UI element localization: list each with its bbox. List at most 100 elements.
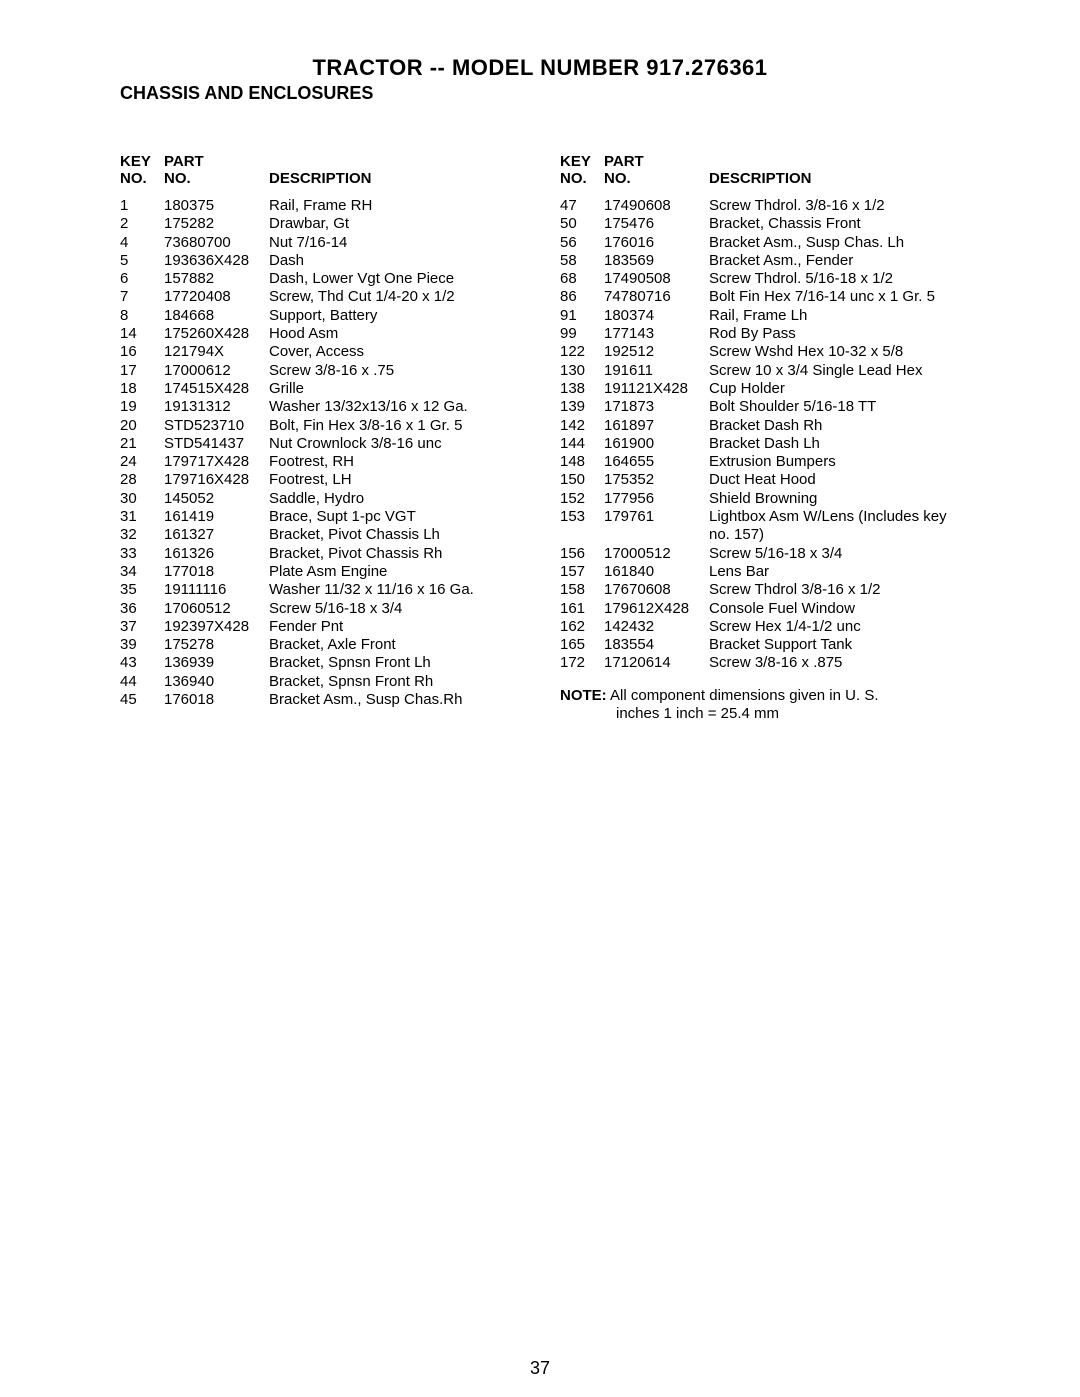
table-row: 148164655Extrusion Bumpers <box>560 453 960 471</box>
table-row: 4717490608Screw Thdrol. 3/8-16 x 1/2 <box>560 197 960 215</box>
cell-description: Lens Bar <box>709 563 960 581</box>
cell-part: 161900 <box>604 435 709 453</box>
table-row: 165183554Bracket Support Tank <box>560 636 960 654</box>
cell-description: Screw Thdrol. 3/8-16 x 1/2 <box>709 197 960 215</box>
cell-key: 158 <box>560 581 604 599</box>
header-desc-line2: DESCRIPTION <box>709 171 960 188</box>
cell-part: 171873 <box>604 398 709 416</box>
page-number: 37 <box>0 1358 1080 1379</box>
cell-key: 4 <box>120 234 164 252</box>
note-label: NOTE: <box>560 687 607 704</box>
cell-part: 179761 <box>604 508 709 545</box>
table-row: 16121794XCover, Access <box>120 343 520 361</box>
cell-part: 180374 <box>604 307 709 325</box>
page-subtitle: CHASSIS AND ENCLOSURES <box>120 83 960 104</box>
table-row: 33161326Bracket, Pivot Chassis Rh <box>120 545 520 563</box>
cell-key: 56 <box>560 234 604 252</box>
cell-description: Rod By Pass <box>709 325 960 343</box>
cell-description: Grille <box>269 380 520 398</box>
cell-key: 1 <box>120 197 164 215</box>
cell-description: Footrest, RH <box>269 453 520 471</box>
cell-description: Rail, Frame Lh <box>709 307 960 325</box>
table-row: 122192512Screw Wshd Hex 10-32 x 5/8 <box>560 343 960 361</box>
cell-description: Bracket Asm., Fender <box>709 252 960 270</box>
table-row: 34177018Plate Asm Engine <box>120 563 520 581</box>
header-blank <box>709 154 960 171</box>
cell-part: 17720408 <box>164 288 269 306</box>
cell-description: Bracket, Axle Front <box>269 636 520 654</box>
cell-part: 19111116 <box>164 581 269 599</box>
cell-part: 17490508 <box>604 270 709 288</box>
cell-part: 193636X428 <box>164 252 269 270</box>
cell-key: 24 <box>120 453 164 471</box>
cell-description: Console Fuel Window <box>709 600 960 618</box>
cell-part: 179717X428 <box>164 453 269 471</box>
cell-key: 31 <box>120 508 164 526</box>
table-row: 56176016Bracket Asm., Susp Chas. Lh <box>560 234 960 252</box>
table-row: 3617060512Screw 5/16-18 x 3/4 <box>120 600 520 618</box>
header-key-line2: NO. <box>120 171 164 188</box>
cell-part: 183569 <box>604 252 709 270</box>
cell-key: 5 <box>120 252 164 270</box>
cell-description: Cover, Access <box>269 343 520 361</box>
cell-part: 157882 <box>164 270 269 288</box>
cell-key: 19 <box>120 398 164 416</box>
cell-description: Bolt, Fin Hex 3/8-16 x 1 Gr. 5 <box>269 417 520 435</box>
cell-part: 161840 <box>604 563 709 581</box>
page-title: TRACTOR -- MODEL NUMBER 917.276361 <box>120 55 960 81</box>
cell-key: 86 <box>560 288 604 306</box>
table-row: 1717000612Screw 3/8-16 x .75 <box>120 362 520 380</box>
cell-key: 153 <box>560 508 604 545</box>
table-body-right: 4717490608Screw Thdrol. 3/8-16 x 1/25017… <box>560 197 960 673</box>
cell-key: 30 <box>120 490 164 508</box>
table-row: 157161840Lens Bar <box>560 563 960 581</box>
table-row: 6817490508Screw Thdrol. 5/16-18 x 1/2 <box>560 270 960 288</box>
cell-part: 17000612 <box>164 362 269 380</box>
header-desc-line2: DESCRIPTION <box>269 171 520 188</box>
cell-key: 172 <box>560 654 604 672</box>
table-row: 32161327Bracket, Pivot Chassis Lh <box>120 526 520 544</box>
cell-part: 179612X428 <box>604 600 709 618</box>
table-row: 24179717X428Footrest, RH <box>120 453 520 471</box>
table-row: 6157882Dash, Lower Vgt One Piece <box>120 270 520 288</box>
cell-key: 142 <box>560 417 604 435</box>
table-header: KEY PART NO. NO. DESCRIPTION <box>120 154 520 187</box>
cell-part: 177956 <box>604 490 709 508</box>
cell-description: Rail, Frame RH <box>269 197 520 215</box>
cell-description: Bracket Support Tank <box>709 636 960 654</box>
cell-key: 33 <box>120 545 164 563</box>
cell-part: 192397X428 <box>164 618 269 636</box>
cell-key: 36 <box>120 600 164 618</box>
cell-key: 43 <box>120 654 164 672</box>
cell-key: 47 <box>560 197 604 215</box>
cell-part: 179716X428 <box>164 471 269 489</box>
table-row: 30145052Saddle, Hydro <box>120 490 520 508</box>
cell-part: 175476 <box>604 215 709 233</box>
cell-description: Bracket Asm., Susp Chas. Lh <box>709 234 960 252</box>
cell-description: Screw 5/16-18 x 3/4 <box>269 600 520 618</box>
cell-part: 17000512 <box>604 545 709 563</box>
cell-part: 17670608 <box>604 581 709 599</box>
cell-key: 91 <box>560 307 604 325</box>
cell-description: Bracket, Pivot Chassis Lh <box>269 526 520 544</box>
cell-description: Drawbar, Gt <box>269 215 520 233</box>
table-row: 717720408Screw, Thd Cut 1/4-20 x 1/2 <box>120 288 520 306</box>
table-body-left: 1180375Rail, Frame RH2175282Drawbar, Gt4… <box>120 197 520 709</box>
cell-key: 161 <box>560 600 604 618</box>
cell-key: 139 <box>560 398 604 416</box>
cell-description: Fender Pnt <box>269 618 520 636</box>
cell-description: Bracket, Chassis Front <box>709 215 960 233</box>
cell-key: 165 <box>560 636 604 654</box>
table-row: 152177956Shield Browning <box>560 490 960 508</box>
cell-key: 50 <box>560 215 604 233</box>
cell-key: 156 <box>560 545 604 563</box>
cell-part: 17060512 <box>164 600 269 618</box>
cell-key: 17 <box>120 362 164 380</box>
cell-description: Screw 5/16-18 x 3/4 <box>709 545 960 563</box>
cell-part: 176016 <box>604 234 709 252</box>
table-row: 1919131312Washer 13/32x13/16 x 12 Ga. <box>120 398 520 416</box>
cell-description: Screw Thdrol. 5/16-18 x 1/2 <box>709 270 960 288</box>
parts-columns: KEY PART NO. NO. DESCRIPTION 1180375Rail… <box>120 154 960 724</box>
cell-key: 16 <box>120 343 164 361</box>
cell-description: Bracket, Spnsn Front Rh <box>269 673 520 691</box>
